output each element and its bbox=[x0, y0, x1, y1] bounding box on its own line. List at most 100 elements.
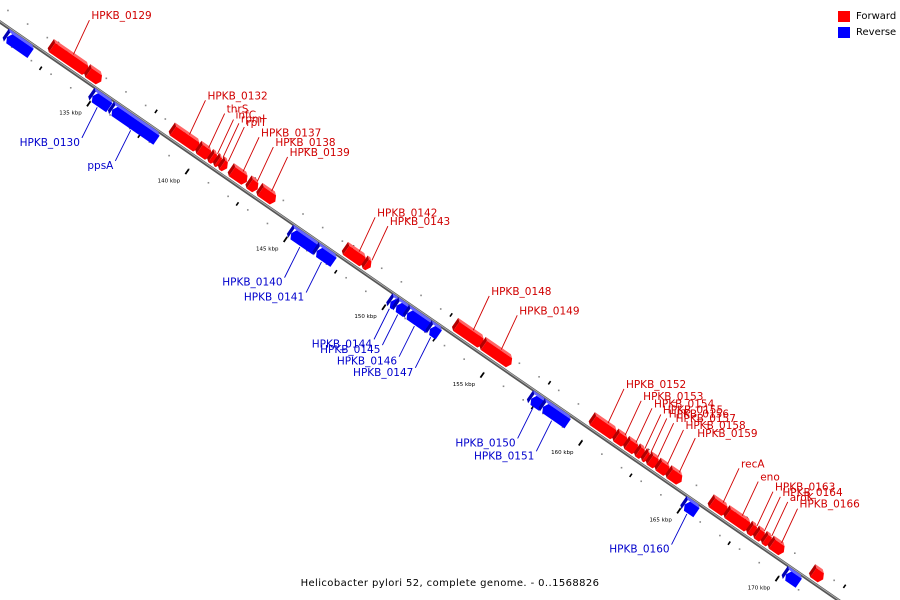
gene-unnamed-40 bbox=[781, 565, 802, 588]
gene-side-face bbox=[640, 448, 649, 462]
gene-side-face bbox=[479, 336, 487, 350]
gene-top-face bbox=[458, 317, 484, 339]
gene-top-face bbox=[544, 398, 571, 420]
gene-side-face bbox=[341, 241, 350, 255]
gene-label: HPKB_0143 bbox=[390, 216, 450, 228]
ruler-dot bbox=[542, 412, 544, 415]
gene-HPKB_0137 bbox=[227, 163, 248, 185]
gene-top-face bbox=[213, 148, 218, 155]
gene-label-leader bbox=[472, 295, 490, 331]
gene-top-face bbox=[392, 293, 399, 301]
gene-label-leader bbox=[414, 337, 432, 369]
gene-label-leader bbox=[271, 156, 288, 192]
gene-label: thrS bbox=[227, 104, 249, 116]
ruler-dot bbox=[321, 226, 324, 229]
ruler-tick bbox=[479, 372, 485, 379]
gene-top-face bbox=[640, 443, 645, 450]
gene-body bbox=[624, 439, 639, 455]
gene-label-leader bbox=[624, 400, 642, 436]
ruler-dot bbox=[144, 104, 147, 107]
gene-top-face bbox=[219, 153, 222, 159]
gene-body bbox=[85, 68, 102, 85]
gene-side-face bbox=[47, 39, 56, 53]
gene-label: HPKB_0144 bbox=[312, 338, 373, 350]
gene-side-face bbox=[808, 564, 817, 578]
ruler-dot bbox=[738, 548, 741, 550]
gene-top-face bbox=[767, 530, 772, 538]
gene-label: HPKB_0154 bbox=[654, 398, 715, 410]
gene-label: HPKB_0159 bbox=[697, 428, 757, 440]
gene-label: HPKB_0138 bbox=[275, 137, 335, 149]
ruler-dot bbox=[833, 579, 835, 582]
gene-label-leader bbox=[644, 414, 662, 449]
gene-label: HPKB_0152 bbox=[626, 379, 686, 391]
ruler-dot bbox=[797, 589, 800, 591]
gene-top-face bbox=[647, 448, 650, 454]
gene-side-face bbox=[361, 255, 369, 269]
ruler-dash bbox=[629, 473, 633, 478]
gene-label-leader bbox=[222, 123, 240, 158]
gene-top-face bbox=[618, 428, 628, 438]
ruler-dot bbox=[109, 114, 111, 116]
ruler-label: 140 kbp bbox=[158, 178, 181, 184]
gene-top-face bbox=[251, 175, 259, 184]
gene-label: HPKB_0148 bbox=[491, 286, 551, 298]
gene-label-leader bbox=[763, 496, 781, 532]
gene-labels: HPKB_0129HPKB_0130ppsAHPKB_0132thrSinfCr… bbox=[20, 10, 861, 555]
gene-side-face bbox=[538, 398, 547, 412]
gene-label-leader bbox=[373, 308, 390, 340]
gene-HPKB_0158 bbox=[654, 457, 670, 476]
gene-body bbox=[395, 302, 410, 318]
ruler-tick bbox=[774, 575, 780, 582]
ruler-dot bbox=[345, 276, 347, 279]
gene-body bbox=[655, 461, 670, 476]
ruler-dot bbox=[69, 86, 72, 89]
gene-body bbox=[613, 432, 628, 447]
gene-top-face bbox=[53, 39, 89, 66]
gene-HPKB_0132 bbox=[168, 122, 200, 152]
gene-HPKB_0138 bbox=[245, 175, 259, 193]
ruler-tick bbox=[184, 168, 190, 175]
gene-top-face bbox=[629, 435, 639, 446]
ruler-dot bbox=[601, 453, 603, 455]
gene-unnamed-0 bbox=[2, 28, 34, 58]
gene-label: HPKB_0140 bbox=[222, 277, 282, 289]
gene-side-face bbox=[107, 101, 116, 115]
ruler-label: 165 kbp bbox=[649, 518, 672, 524]
gene-body bbox=[453, 321, 484, 348]
ruler-dot bbox=[207, 181, 210, 184]
ruler-dot bbox=[443, 344, 446, 347]
gene-label-leader bbox=[535, 420, 553, 452]
ruler-dot bbox=[719, 534, 721, 537]
gene-body bbox=[111, 106, 160, 145]
gene-top-face bbox=[233, 163, 248, 176]
gene-label: HPKB_0137 bbox=[261, 127, 321, 139]
gene-label: HPKB_0151 bbox=[474, 450, 534, 462]
gene-top-face bbox=[660, 457, 670, 467]
gene-body bbox=[542, 403, 571, 429]
ruler-tick bbox=[381, 304, 387, 311]
gene-side-face bbox=[723, 505, 731, 519]
gene-label-leader bbox=[667, 429, 684, 465]
ruler-tick bbox=[676, 507, 682, 514]
legend-forward-label: Forward bbox=[856, 10, 897, 22]
ruler-dot bbox=[7, 9, 9, 12]
ruler-dot bbox=[365, 290, 367, 293]
gene-body bbox=[246, 179, 259, 193]
gene-HPKB_0129 bbox=[47, 39, 89, 75]
gene-top-face bbox=[262, 182, 277, 196]
ruler-dot bbox=[168, 154, 170, 157]
gene-label: recA bbox=[741, 458, 765, 470]
gene-body bbox=[219, 160, 228, 172]
gene-top-face bbox=[773, 535, 785, 547]
gene-label: HPKB_0145 bbox=[320, 344, 380, 356]
gene-HPKB_0148 bbox=[451, 317, 484, 348]
gene-side-face bbox=[2, 28, 11, 42]
gene-label: HPKB_0160 bbox=[609, 544, 669, 556]
gene-body bbox=[290, 230, 319, 255]
gene-label: HPKB_0158 bbox=[685, 420, 745, 432]
ruler-label: 170 kbp bbox=[748, 585, 771, 591]
gene-top-face bbox=[224, 156, 228, 163]
gene-body bbox=[6, 34, 34, 58]
